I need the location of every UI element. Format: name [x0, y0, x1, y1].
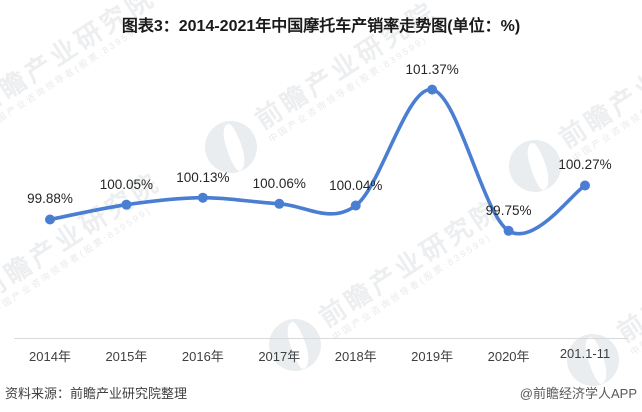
data-point-marker[interactable] [274, 198, 285, 209]
data-point-marker[interactable] [580, 180, 591, 191]
source-note: 资料来源：前瞻产业研究院整理 [5, 386, 188, 401]
x-tick-label: 2015年 [105, 349, 148, 364]
x-tick-label: 2020年 [487, 349, 530, 364]
x-tick-label: 201.1-11 [559, 346, 611, 361]
x-tick-label: 2014年 [29, 349, 71, 364]
data-label: 99.75% [485, 202, 532, 218]
data-label: 100.04% [329, 177, 383, 193]
data-point-marker[interactable] [197, 192, 208, 203]
data-point-marker[interactable] [350, 200, 361, 211]
brand-note: @前瞻经济学人APP [519, 386, 637, 401]
x-tick-label: 2017年 [258, 349, 301, 364]
data-label: 100.13% [176, 169, 230, 185]
data-label: 101.37% [405, 61, 459, 77]
data-point-marker[interactable] [121, 199, 132, 210]
chart-title: 图表3：2014-2021年中国摩托车产销率走势图(单位：%) [121, 18, 521, 35]
data-label: 100.27% [558, 157, 612, 173]
x-tick-label: 2016年 [181, 349, 224, 364]
x-tick-label: 2019年 [411, 349, 454, 364]
data-point-marker[interactable] [45, 214, 55, 225]
data-label: 100.05% [99, 176, 154, 192]
data-point-marker[interactable] [503, 225, 514, 236]
x-tick-label: 2018年 [334, 349, 377, 364]
data-label: 100.06% [252, 175, 306, 191]
data-label: 99.88% [27, 191, 73, 207]
data-point-marker[interactable] [427, 84, 438, 95]
